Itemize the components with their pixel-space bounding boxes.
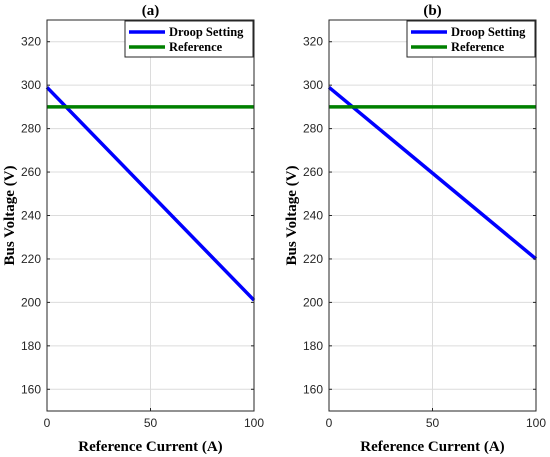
y-tick-label: 260 [21,165,41,179]
panel-title: (b) [423,3,441,19]
series-line-droop-setting [327,85,538,261]
y-tick-label: 260 [303,165,323,179]
y-tick-label: 240 [21,209,41,223]
y-axis-label: Bus Voltage (V) [2,165,18,265]
y-tick-label: 180 [303,339,323,353]
legend-entry: Reference [169,40,223,54]
y-tick-label: 220 [303,252,323,266]
y-tick-label: 280 [303,122,323,136]
x-axis-label: Reference Current (A) [78,439,222,455]
legend-box [406,20,536,58]
x-tick-label: 100 [526,416,546,430]
y-tick-label: 320 [21,35,41,49]
series-line-droop-setting [45,86,256,302]
y-tick-label: 300 [21,78,41,92]
y-tick-label: 160 [21,382,41,396]
x-tick-label: 100 [244,416,264,430]
y-tick-label: 160 [303,382,323,396]
x-tick-label: 50 [144,416,158,430]
legend-entry: Reference [451,40,505,54]
x-tick-label: 50 [426,416,440,430]
y-tick-label: 320 [303,35,323,49]
y-tick-label: 220 [21,252,41,266]
legend-box [124,20,254,58]
x-tick-label: 0 [44,416,51,430]
chart-panel-b: 0 50 100 160 180 200 220 240 260 280 300 320 (b) Refe… [284,3,546,455]
y-tick-label: 200 [21,295,41,309]
x-axis-label: Reference Current (A) [360,439,504,455]
y-axis-label: Bus Voltage (V) [284,165,300,265]
x-tick-label: 0 [326,416,333,430]
y-tick-label: 280 [21,122,41,136]
y-tick-label: 200 [303,295,323,309]
y-tick-label: 240 [303,209,323,223]
chart-panel-a: 0 50 100 160 180 200 220 240 260 280 300 320 (a) Refe… [2,3,264,455]
y-tick-label: 300 [303,78,323,92]
y-tick-label: 180 [21,339,41,353]
legend-entry: Droop Setting [451,25,526,39]
legend-entry: Droop Setting [169,25,244,39]
panel-title: (a) [142,3,160,19]
